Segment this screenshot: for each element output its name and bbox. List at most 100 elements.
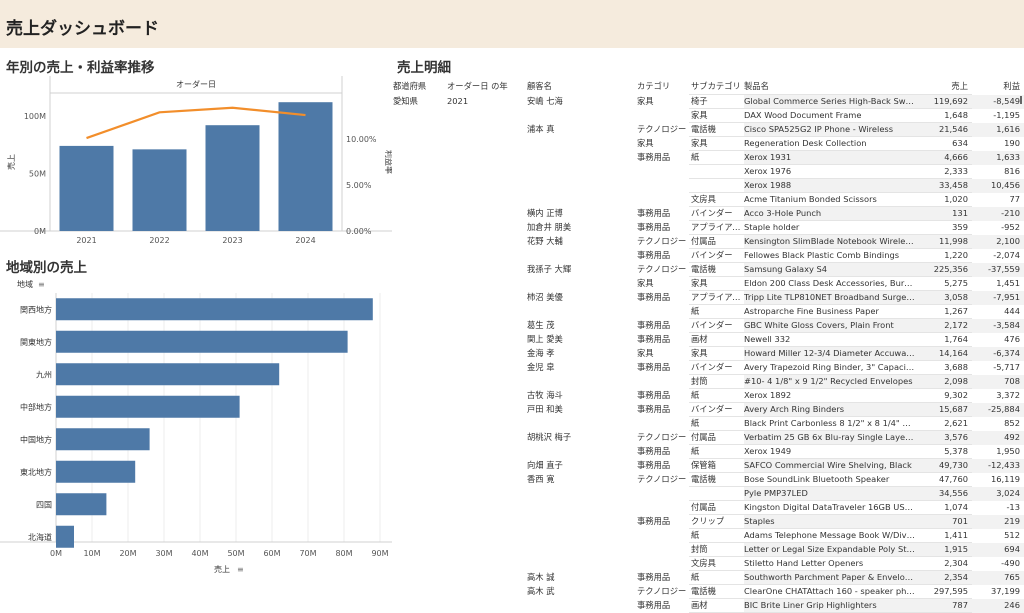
table-cell: -5,717 [993, 362, 1020, 372]
table-cell: 事務用品 [637, 208, 671, 218]
table-cell [527, 165, 637, 179]
table-row: 事務用品 クリップ Staples 701 219 [393, 514, 1024, 529]
table-cell [447, 417, 527, 431]
table-row: 金児 皐 事務用品 バインダー Avery Trapezoid Ring Binder… [393, 360, 1024, 375]
column-header[interactable]: オーダー日 の年 [447, 81, 508, 92]
region-bar[interactable] [56, 460, 136, 483]
table-cell [447, 529, 527, 543]
region-bar[interactable] [56, 493, 107, 516]
sort-icon[interactable]: ≡ [237, 565, 244, 574]
table-cell [393, 557, 447, 571]
table-cell: 文房具 [689, 192, 744, 207]
table-row: 事務用品 バインダー Fellowes Black Plastic Comb Bin… [393, 248, 1024, 263]
category-tick-label: 四国 [36, 500, 52, 509]
table-cell: 10,456 [972, 178, 1024, 193]
table-row: 戸田 和美 事務用品 バインダー Avery Arch Ring Binders 15,… [393, 402, 1024, 417]
table-cell: Newell 332 [744, 332, 916, 347]
table-cell: 2021 [447, 96, 469, 106]
column-header[interactable]: カテゴリ [637, 81, 671, 92]
yearly-chart-title: 年別の売上・利益率推移 [6, 60, 155, 76]
region-bar[interactable] [56, 298, 373, 321]
table-cell [447, 375, 527, 389]
region-bar[interactable] [56, 330, 348, 353]
column-header[interactable]: 都道府県 [393, 81, 427, 92]
table-cell [637, 109, 689, 123]
region-bar[interactable] [56, 363, 280, 386]
x-tick-label: 30M [155, 549, 172, 558]
column-header[interactable]: 顧客名 [527, 81, 552, 92]
x-tick-label: 90M [371, 549, 388, 558]
table-cell: Astroparche Fine Business Paper [744, 304, 916, 319]
table-cell [393, 249, 447, 263]
table-cell: 加倉井 朋美 [527, 222, 572, 232]
table-cell: 愛知県 [393, 96, 418, 106]
table-cell: 花野 大輔 [527, 236, 563, 246]
table-cell: 634 [916, 136, 972, 151]
table-cell: 219 [972, 514, 1024, 529]
table-cell [393, 291, 447, 305]
table-cell [447, 361, 527, 375]
table-cell: 49,730 [916, 458, 972, 473]
y2-axis-title: 利益率 [384, 150, 392, 174]
table-cell [447, 319, 527, 333]
x-tick-label: 20M [119, 549, 136, 558]
table-cell: 1,764 [916, 332, 972, 347]
table-cell [527, 277, 637, 291]
column-header[interactable]: 利益 [1003, 81, 1020, 92]
table-cell: 保管箱 [689, 458, 744, 473]
region-bar[interactable] [56, 428, 150, 451]
category-tick-label: 中国地方 [20, 434, 52, 444]
region-bar[interactable] [56, 525, 74, 548]
sales-bar[interactable] [278, 102, 333, 231]
column-header[interactable]: 製品名 [744, 78, 916, 95]
table-cell [527, 305, 637, 319]
table-cell [447, 249, 527, 263]
table-row: 高木 武 テクノロジー 電話機 ClearOne CHATAttach 160 - s… [393, 584, 1024, 599]
table-cell: 5,378 [916, 444, 972, 459]
table-cell [447, 291, 527, 305]
table-cell: 紙 [689, 388, 744, 403]
table-cell [447, 515, 527, 529]
table-cell [527, 599, 637, 613]
sales-bar[interactable] [59, 145, 114, 231]
table-cell: 我孫子 大輝 [527, 264, 572, 274]
table-cell: Pyle PMP37LED [744, 486, 916, 501]
region-bar[interactable] [56, 395, 240, 418]
column-header[interactable]: サブカテゴリ [689, 78, 744, 95]
table-cell [637, 543, 689, 557]
table-cell [447, 165, 527, 179]
table-cell: 封筒 [689, 542, 744, 557]
table-cell: -952 [1001, 222, 1020, 232]
table-cell [447, 431, 527, 445]
table-cell: Xerox 1949 [744, 444, 916, 459]
column-header[interactable]: 売上 [916, 78, 972, 95]
table-cell: 34,556 [916, 486, 972, 501]
table-cell: 電話機 [689, 262, 744, 277]
sort-icon[interactable]: ≡ [38, 280, 45, 289]
region-sales-chart[interactable]: 地域 ≡ 0M 10M 20M 30M 40M 50M 60M 70M 80M 90M 関西地方関東地方… [0, 277, 392, 577]
table-row: Xerox 1988 33,458 10,456 [393, 178, 1024, 193]
table-cell: 紙 [689, 304, 744, 319]
table-cell [447, 123, 527, 137]
table-cell [393, 403, 447, 417]
table-cell: バインダー [689, 248, 744, 263]
table-row: 向畑 直子 事務用品 保管箱 SAFCO Commercial Wire Shelvi… [393, 458, 1024, 473]
category-tick-label: 関東地方 [20, 337, 52, 347]
table-cell: SAFCO Commercial Wire Shelving, Black [744, 458, 916, 473]
yearly-sales-profit-chart[interactable]: オーダー日 0M 50M 100M 0.00% 5.00% 10.00% 売上 利益率 2021 2… [0, 76, 392, 266]
sales-bar[interactable] [205, 125, 260, 231]
table-cell [527, 487, 637, 501]
table-cell: DAX Wood Document Frame [744, 108, 916, 123]
table-cell: 事務用品 [637, 222, 671, 232]
table-row: 浦本 真 テクノロジー 電話機 Cisco SPA525G2 IP Phone - W… [393, 122, 1024, 137]
table-cell [393, 599, 447, 613]
table-scrollbar[interactable] [1020, 96, 1022, 104]
table-cell: 紙 [689, 444, 744, 459]
y2-tick-label: 5.00% [346, 181, 372, 190]
table-cell: Fellowes Black Plastic Comb Bindings [744, 248, 916, 263]
table-cell [393, 305, 447, 319]
sales-bar[interactable] [132, 149, 187, 231]
table-cell [393, 165, 447, 179]
table-cell [527, 109, 637, 123]
table-cell: -25,884 [972, 402, 1024, 417]
